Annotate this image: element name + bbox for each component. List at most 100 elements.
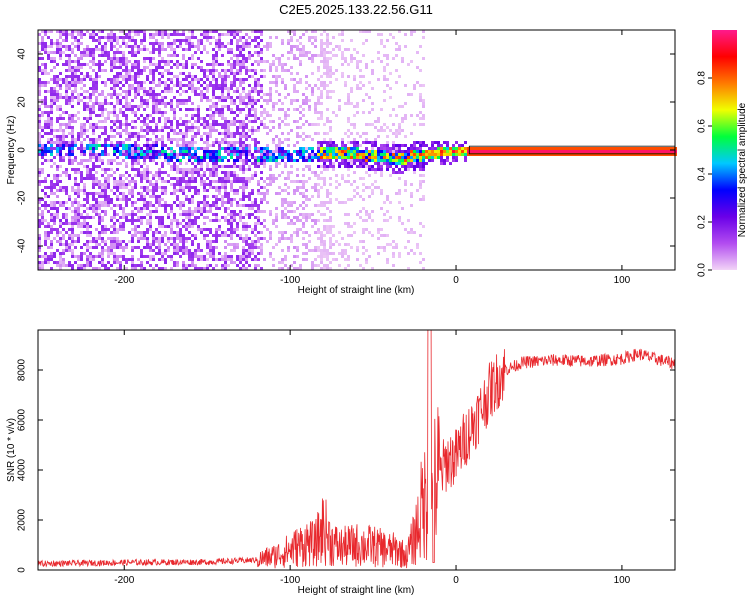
spectrogram-cell: [155, 105, 158, 108]
spectrogram-cell: [260, 243, 263, 246]
spectrogram-cell: [224, 261, 227, 264]
spectrogram-cell: [74, 213, 77, 216]
spectrogram-cell: [161, 171, 164, 174]
spectrogram-cell: [326, 120, 329, 123]
spectrogram-cell: [251, 90, 254, 93]
spectrogram-cell: [341, 72, 344, 75]
spectrogram-cell: [146, 192, 149, 195]
spectrogram-cell: [59, 135, 62, 138]
spectrogram-cell: [98, 156, 101, 159]
spectrogram-cell: [128, 135, 131, 138]
spectrogram-cell: [242, 129, 245, 132]
spectrogram-cell: [227, 150, 230, 153]
spectrogram-cell: [305, 120, 308, 123]
spectrogram-cell: [38, 78, 41, 81]
spectrogram-cell: [254, 120, 257, 123]
spectrogram-cell: [176, 54, 179, 57]
spectrogram-cell: [152, 78, 155, 81]
spectrogram-cell: [77, 75, 80, 78]
spectrogram-cell: [302, 222, 305, 225]
spectrogram-cell: [551, 153, 554, 156]
spectrogram-cell: [218, 165, 221, 168]
spectrogram-cell: [65, 168, 68, 171]
spectrogram-cell: [131, 147, 134, 150]
spectrogram-cell: [134, 201, 137, 204]
spectrogram-cell: [89, 105, 92, 108]
spectrogram-cell: [446, 141, 449, 144]
spectrogram-cell: [77, 192, 80, 195]
spectrogram-cell: [344, 156, 347, 159]
spectrogram-cell: [224, 192, 227, 195]
spectrogram-cell: [512, 147, 515, 150]
spectrogram-cell: [116, 144, 119, 147]
spectrogram-cell: [161, 72, 164, 75]
spectrogram-cell: [119, 30, 122, 33]
spectrogram-cell: [116, 255, 119, 258]
spectrogram-cell: [56, 231, 59, 234]
spectrogram-cell: [317, 123, 320, 126]
spectrogram-cell: [173, 240, 176, 243]
spectrogram-cell: [248, 120, 251, 123]
spectrogram-cell: [296, 141, 299, 144]
spectrogram-cell: [254, 39, 257, 42]
spectrogram-cell: [242, 165, 245, 168]
spectrogram-cell: [65, 111, 68, 114]
spectrogram-cell: [380, 228, 383, 231]
spectrogram-cell: [383, 150, 386, 153]
spectrogram-cell: [290, 66, 293, 69]
spectrogram-cell: [107, 195, 110, 198]
spectrogram-cell: [359, 144, 362, 147]
spectrogram-cell: [50, 252, 53, 255]
spectrogram-cell: [392, 123, 395, 126]
spectrogram-cell: [74, 240, 77, 243]
spectrogram-cell: [170, 42, 173, 45]
spectrogram-cell: [167, 84, 170, 87]
spectrogram-cell: [59, 42, 62, 45]
spectrogram-cell: [281, 198, 284, 201]
spectrogram-cell: [260, 87, 263, 90]
spectrogram-cell: [239, 120, 242, 123]
spectrogram-cell: [98, 66, 101, 69]
spectrogram-cell: [383, 123, 386, 126]
spectrogram-cell: [380, 246, 383, 249]
spectrogram-cell: [113, 246, 116, 249]
spectrogram-cell: [236, 30, 239, 33]
spectrogram-cell: [155, 171, 158, 174]
spectrogram-cell: [134, 135, 137, 138]
spectrogram-cell: [56, 168, 59, 171]
spectrogram-cell: [269, 180, 272, 183]
spectrogram-cell: [233, 141, 236, 144]
spectrogram-cell: [197, 126, 200, 129]
spectrogram-cell: [131, 108, 134, 111]
spectrogram-cell: [50, 87, 53, 90]
spectrogram-cell: [158, 129, 161, 132]
spectrogram-cell: [398, 192, 401, 195]
spectrogram-cell: [56, 183, 59, 186]
spectrogram-cell: [185, 186, 188, 189]
spectrogram-cell: [179, 255, 182, 258]
spectrogram-cell: [200, 39, 203, 42]
spectrogram-cell: [50, 117, 53, 120]
spectrogram-cell: [326, 249, 329, 252]
spectrogram-cell: [107, 174, 110, 177]
spectrogram-cell: [398, 126, 401, 129]
spectrogram-cell: [122, 78, 125, 81]
spectrogram-cell: [233, 165, 236, 168]
spectrogram-cell: [125, 78, 128, 81]
spectrogram-cell: [263, 258, 266, 261]
spectrogram-cell: [251, 30, 254, 33]
spectrogram-cell: [113, 120, 116, 123]
spectrogram-cell: [134, 183, 137, 186]
spectrogram-cell: [53, 174, 56, 177]
spectrogram-cell: [266, 126, 269, 129]
spectrogram-cell: [164, 150, 167, 153]
spectrogram-cell: [410, 249, 413, 252]
spectrogram-cell: [296, 108, 299, 111]
spectrogram-cell: [566, 153, 569, 156]
spectrogram-cell: [263, 60, 266, 63]
spectrogram-cell: [152, 96, 155, 99]
spectrogram-cell: [86, 240, 89, 243]
spectrogram-cell: [38, 261, 41, 264]
spectrogram-cell: [191, 45, 194, 48]
spectrogram-cell: [44, 48, 47, 51]
